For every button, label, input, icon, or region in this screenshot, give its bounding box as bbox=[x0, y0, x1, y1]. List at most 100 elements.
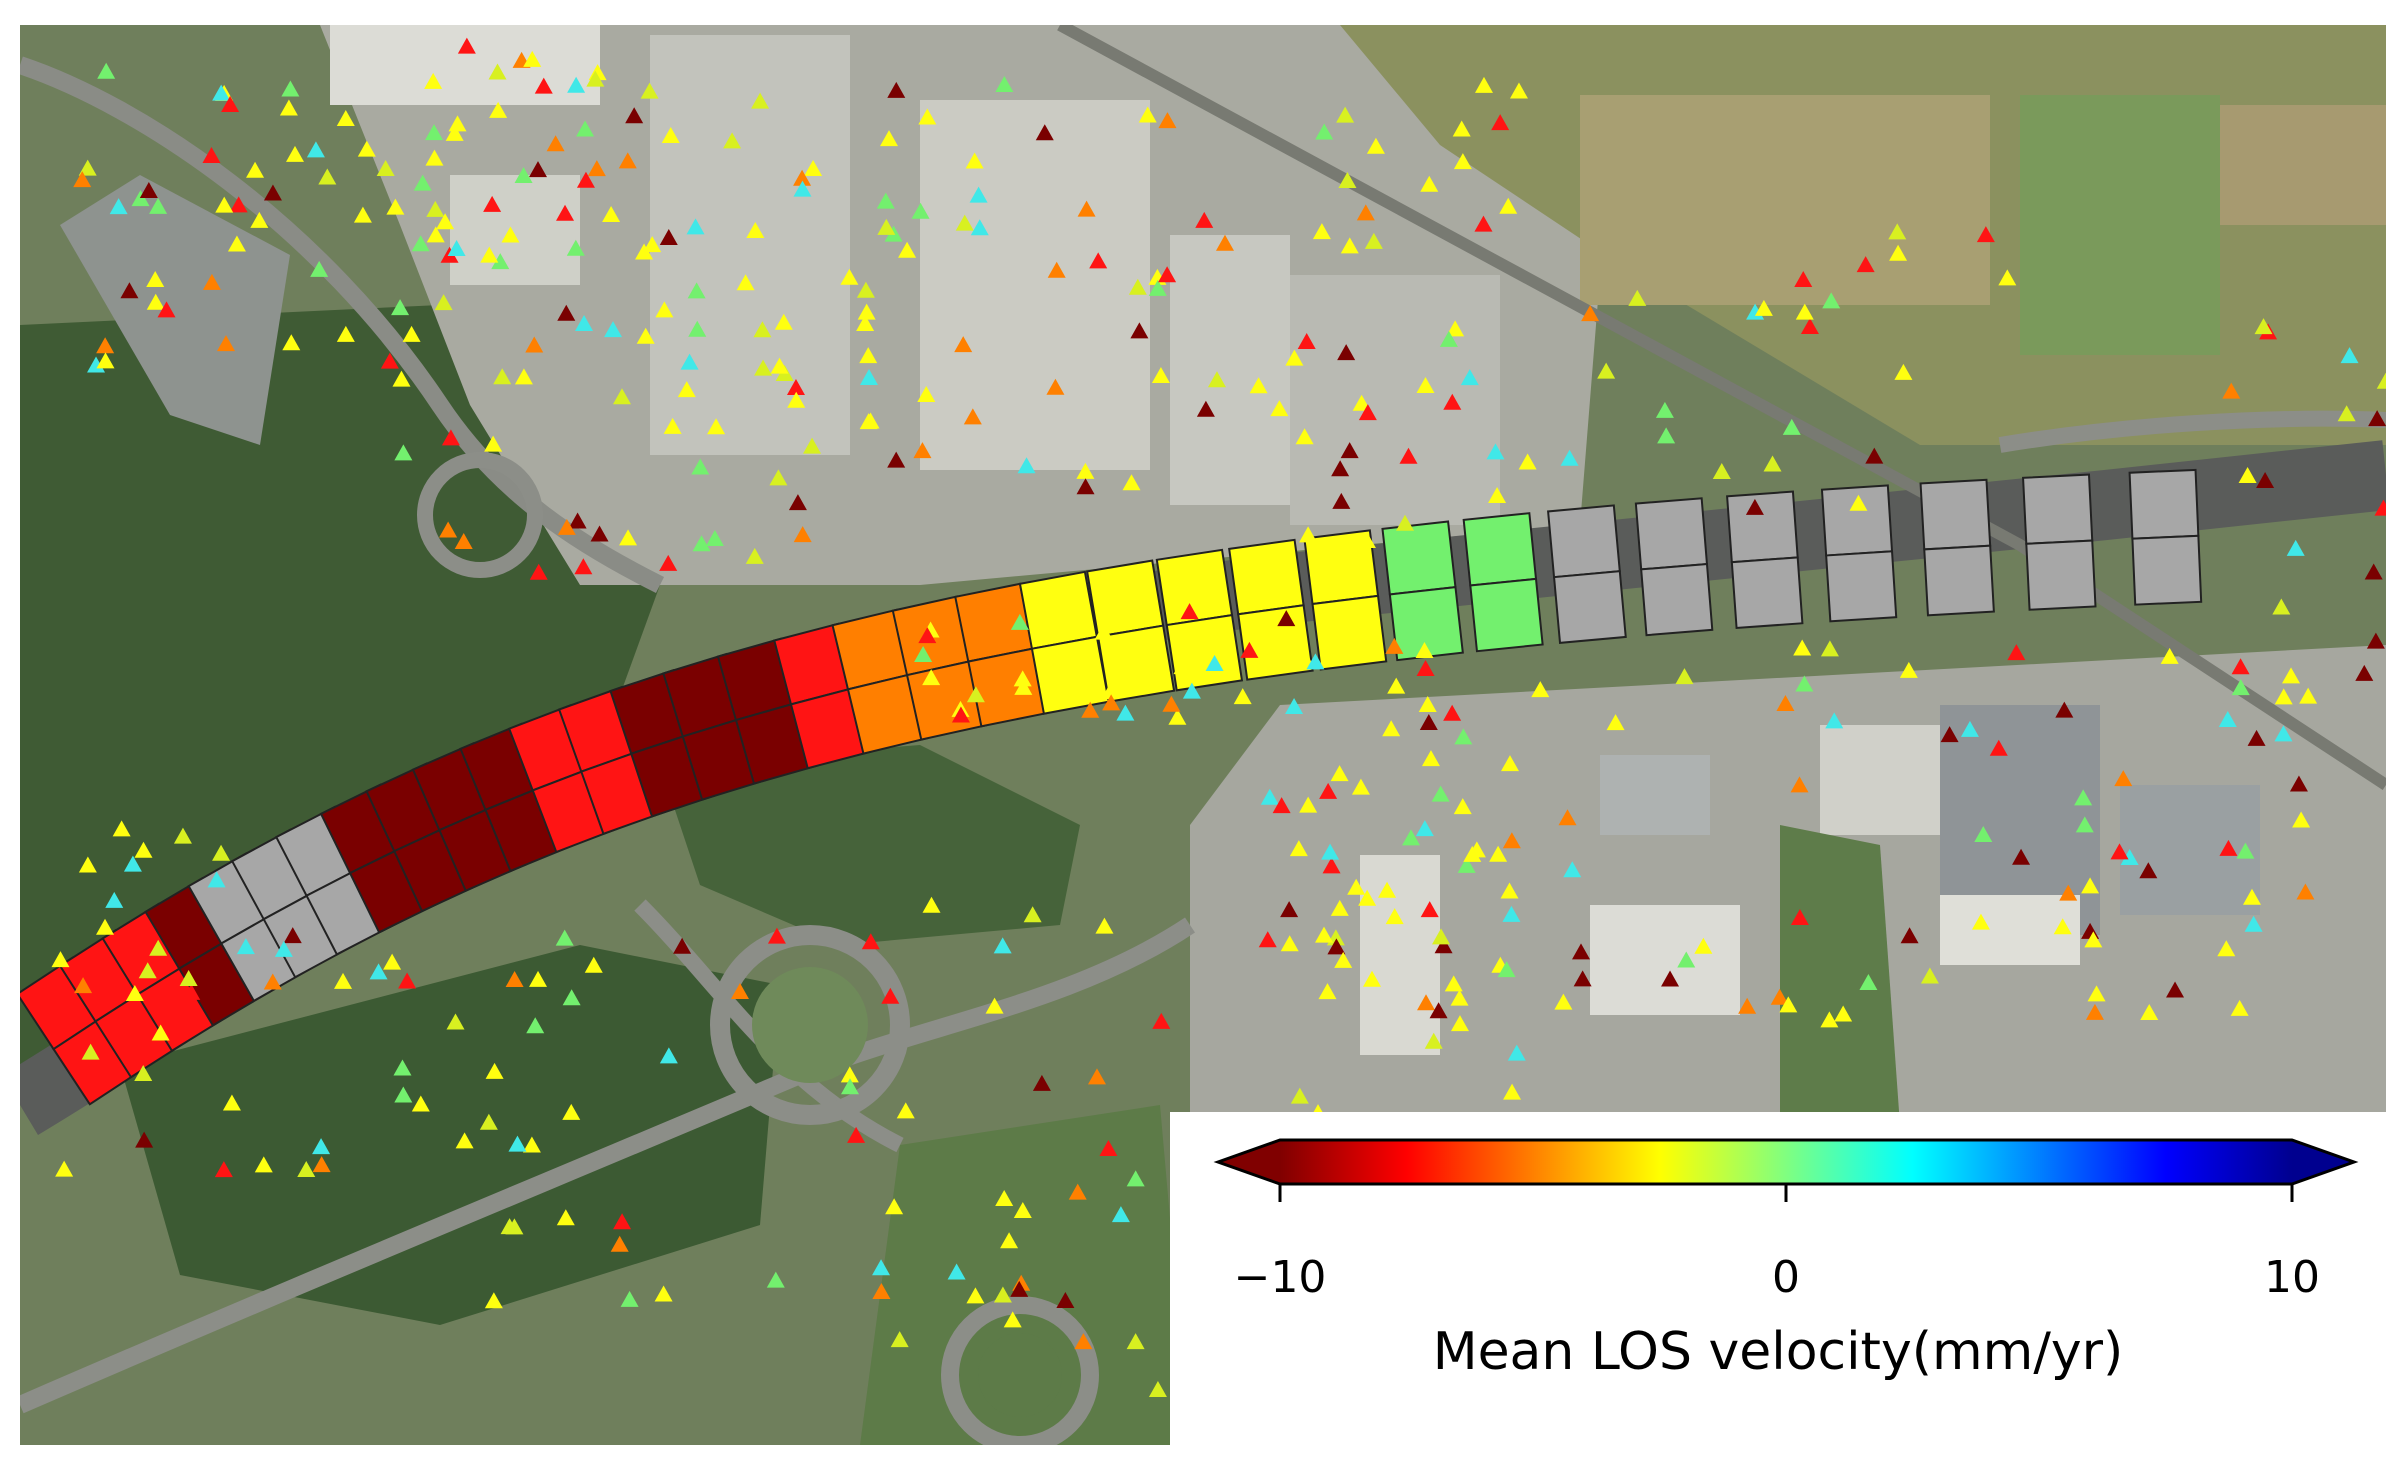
ps-point-marker[interactable] bbox=[655, 301, 674, 318]
ps-point-marker[interactable] bbox=[1900, 927, 1919, 944]
ps-point-marker[interactable] bbox=[357, 140, 376, 157]
ps-point-marker[interactable] bbox=[1023, 906, 1042, 923]
ps-point-marker[interactable] bbox=[1385, 637, 1404, 654]
ps-point-marker[interactable] bbox=[146, 293, 165, 310]
ps-point-marker[interactable] bbox=[767, 927, 786, 944]
ps-point-marker[interactable] bbox=[149, 197, 168, 214]
ps-point-marker[interactable] bbox=[1450, 989, 1469, 1006]
ps-point-marker[interactable] bbox=[2231, 658, 2250, 675]
ps-point-marker[interactable] bbox=[788, 494, 807, 511]
ps-point-marker[interactable] bbox=[1215, 234, 1234, 251]
highway-segment[interactable] bbox=[1730, 556, 1804, 630]
ps-point-marker[interactable] bbox=[207, 871, 226, 888]
ps-point-marker[interactable] bbox=[2376, 372, 2386, 389]
ps-point-marker[interactable] bbox=[896, 1102, 915, 1119]
ps-point-marker[interactable] bbox=[1581, 305, 1600, 322]
highway-segment[interactable] bbox=[1096, 624, 1176, 703]
ps-point-marker[interactable] bbox=[793, 526, 812, 543]
ps-point-marker[interactable] bbox=[529, 161, 548, 178]
ps-point-marker[interactable] bbox=[1572, 943, 1591, 960]
ps-point-marker[interactable] bbox=[426, 226, 445, 243]
ps-point-marker[interactable] bbox=[336, 109, 355, 126]
ps-point-marker[interactable] bbox=[125, 985, 144, 1002]
ps-point-marker[interactable] bbox=[73, 171, 92, 188]
ps-point-marker[interactable] bbox=[1262, 647, 1281, 664]
highway-segment[interactable] bbox=[1825, 550, 1898, 623]
ps-point-marker[interactable] bbox=[787, 391, 806, 408]
ps-point-marker[interactable] bbox=[1299, 796, 1318, 813]
ps-point-marker[interactable] bbox=[529, 563, 548, 580]
ps-point-marker[interactable] bbox=[483, 195, 502, 212]
ps-point-marker[interactable] bbox=[1074, 1333, 1093, 1350]
ps-point-marker[interactable] bbox=[1920, 967, 1939, 984]
ps-point-marker[interactable] bbox=[398, 972, 417, 989]
ps-point-marker[interactable] bbox=[705, 529, 724, 546]
ps-point-marker[interactable] bbox=[1330, 765, 1349, 782]
ps-point-marker[interactable] bbox=[661, 127, 680, 144]
ps-point-marker[interactable] bbox=[434, 294, 453, 311]
ps-point-marker[interactable] bbox=[254, 1156, 273, 1173]
ps-point-marker[interactable] bbox=[1415, 642, 1434, 659]
highway-segment[interactable] bbox=[2022, 473, 2094, 545]
ps-point-marker[interactable] bbox=[2272, 598, 2291, 615]
ps-point-marker[interactable] bbox=[74, 977, 93, 994]
ps-point-marker[interactable] bbox=[1415, 820, 1434, 837]
ps-point-marker[interactable] bbox=[1776, 695, 1795, 712]
ps-point-marker[interactable] bbox=[557, 518, 576, 535]
ps-point-marker[interactable] bbox=[2236, 842, 2255, 859]
ps-point-marker[interactable] bbox=[730, 982, 749, 999]
ps-point-marker[interactable] bbox=[673, 937, 692, 954]
ps-point-marker[interactable] bbox=[2337, 405, 2356, 422]
ps-point-marker[interactable] bbox=[688, 320, 707, 337]
ps-point-marker[interactable] bbox=[1782, 418, 1801, 435]
ps-point-marker[interactable] bbox=[526, 1017, 545, 1034]
ps-point-marker[interactable] bbox=[1518, 453, 1537, 470]
ps-point-marker[interactable] bbox=[1417, 994, 1436, 1011]
ps-point-marker[interactable] bbox=[1285, 349, 1304, 366]
ps-point-marker[interactable] bbox=[1321, 843, 1340, 860]
ps-point-marker[interactable] bbox=[769, 469, 788, 486]
ps-point-marker[interactable] bbox=[2059, 884, 2078, 901]
ps-point-marker[interactable] bbox=[966, 1287, 985, 1304]
ps-point-marker[interactable] bbox=[1497, 961, 1516, 978]
ps-point-marker[interactable] bbox=[1795, 675, 1814, 692]
ps-point-marker[interactable] bbox=[1820, 1011, 1839, 1028]
ps-point-marker[interactable] bbox=[489, 101, 508, 118]
ps-point-marker[interactable] bbox=[1507, 1044, 1526, 1061]
ps-point-marker[interactable] bbox=[2114, 770, 2133, 787]
ps-point-marker[interactable] bbox=[2166, 981, 2185, 998]
ps-point-marker[interactable] bbox=[613, 1213, 632, 1230]
ps-point-marker[interactable] bbox=[146, 271, 165, 288]
ps-point-marker[interactable] bbox=[425, 149, 444, 166]
ps-point-marker[interactable] bbox=[485, 1062, 504, 1079]
ps-point-marker[interactable] bbox=[736, 274, 755, 291]
ps-point-marker[interactable] bbox=[1277, 610, 1296, 627]
ps-point-marker[interactable] bbox=[576, 120, 595, 137]
ps-point-marker[interactable] bbox=[1754, 299, 1773, 316]
ps-point-marker[interactable] bbox=[1077, 200, 1096, 217]
ps-point-marker[interactable] bbox=[1770, 988, 1789, 1005]
ps-point-marker[interactable] bbox=[587, 160, 606, 177]
ps-point-marker[interactable] bbox=[1800, 318, 1819, 335]
ps-point-marker[interactable] bbox=[312, 1156, 331, 1173]
ps-point-marker[interactable] bbox=[887, 451, 906, 468]
ps-point-marker[interactable] bbox=[1013, 1201, 1032, 1218]
ps-point-marker[interactable] bbox=[2231, 679, 2250, 696]
ps-point-marker[interactable] bbox=[922, 896, 941, 913]
ps-point-marker[interactable] bbox=[1126, 1170, 1145, 1187]
ps-point-marker[interactable] bbox=[847, 1126, 866, 1143]
ps-point-marker[interactable] bbox=[619, 529, 638, 546]
ps-point-marker[interactable] bbox=[508, 1135, 527, 1152]
ps-point-marker[interactable] bbox=[1314, 926, 1333, 943]
ps-point-marker[interactable] bbox=[691, 458, 710, 475]
ps-point-marker[interactable] bbox=[386, 198, 405, 215]
ps-point-marker[interactable] bbox=[1126, 1333, 1145, 1350]
ps-point-marker[interactable] bbox=[1429, 1002, 1448, 1019]
ps-point-marker[interactable] bbox=[424, 72, 443, 89]
ps-point-marker[interactable] bbox=[1122, 474, 1141, 491]
ps-point-marker[interactable] bbox=[1865, 447, 1884, 464]
ps-point-marker[interactable] bbox=[1416, 660, 1435, 677]
ps-point-marker[interactable] bbox=[985, 997, 1004, 1014]
ps-point-marker[interactable] bbox=[861, 412, 880, 429]
ps-point-marker[interactable] bbox=[562, 989, 581, 1006]
